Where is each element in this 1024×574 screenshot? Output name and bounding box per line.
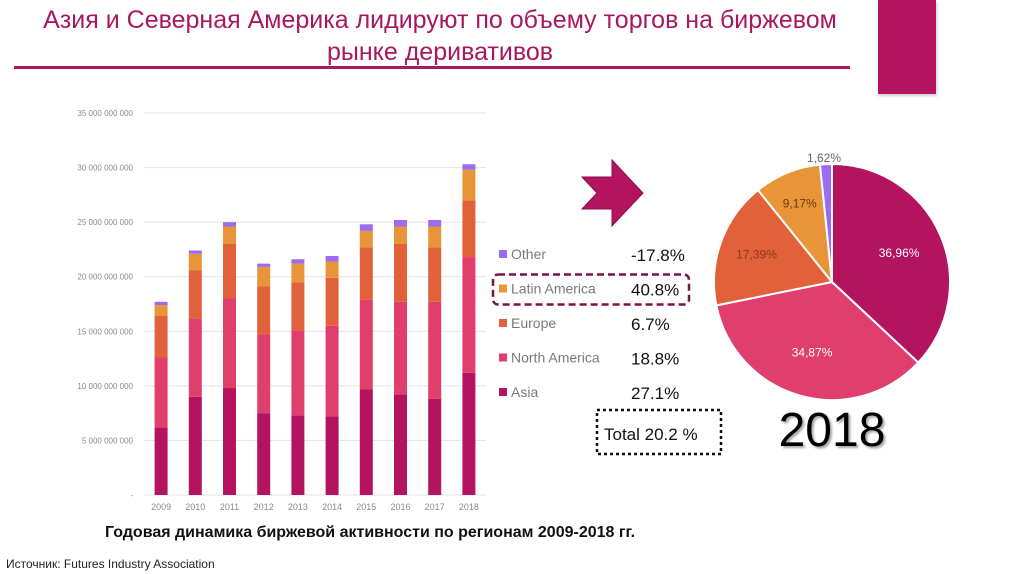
x-tick-label: 2018 — [459, 502, 479, 512]
bar-segment-other-2013 — [291, 259, 304, 263]
bar-segment-asia-2011 — [223, 388, 236, 495]
pie-data-label: 1,62% — [807, 151, 841, 165]
legend-swatch — [499, 319, 507, 327]
y-tick-label: 35 000 000 000 — [77, 109, 133, 118]
stacked-bar-chart: - 5 000 000 000 10 000 000 000 15 000 000 0… — [77, 109, 486, 512]
x-tick-label: 2014 — [322, 502, 342, 512]
bar-segment-europe-2014 — [326, 278, 339, 326]
bar-segment-asia-2018 — [462, 373, 475, 495]
x-tick-label: 2015 — [356, 502, 376, 512]
chart-caption: Годовая динамика биржевой активности по … — [0, 524, 740, 542]
legend: Other -17.8% Latin America 40.8% Europe 6.7% N… — [493, 246, 721, 454]
legend-label: North America — [511, 350, 600, 366]
bar-segment-europe-2016 — [394, 244, 407, 302]
bar-segment-asia-2017 — [428, 399, 441, 495]
total-growth: Total 20.2 % — [604, 425, 698, 444]
bar-segment-latin-america-2018 — [462, 170, 475, 201]
bar-segment-europe-2011 — [223, 244, 236, 299]
growth-percent: -17.8% — [631, 246, 685, 265]
bar-segment-europe-2009 — [155, 316, 168, 357]
bar-segment-other-2015 — [360, 224, 373, 231]
bar-segment-latin-america-2009 — [155, 305, 168, 316]
bar-segment-north-america-2010 — [189, 318, 202, 397]
bar-segment-asia-2014 — [326, 416, 339, 495]
bar-segment-other-2009 — [155, 302, 168, 305]
y-tick-label: 20 000 000 000 — [77, 273, 133, 282]
bar-segment-asia-2013 — [291, 415, 304, 495]
bar-segment-latin-america-2017 — [428, 227, 441, 248]
growth-percent: 27.1% — [631, 384, 679, 403]
legend-label: Other — [511, 246, 546, 262]
x-tick-label: 2016 — [390, 502, 410, 512]
bar-segment-asia-2015 — [360, 389, 373, 495]
bar-segment-north-america-2015 — [360, 300, 373, 389]
bar-segment-other-2014 — [326, 256, 339, 261]
legend-swatch — [499, 285, 507, 293]
legend-swatch — [499, 388, 507, 396]
x-tick-label: 2012 — [254, 502, 274, 512]
x-tick-label: 2017 — [425, 502, 445, 512]
bar-segment-europe-2018 — [462, 200, 475, 257]
y-tick-label: 15 000 000 000 — [77, 327, 133, 336]
bar-segment-europe-2012 — [257, 287, 270, 335]
bar-segment-other-2018 — [462, 164, 475, 169]
chart-canvas: - 5 000 000 000 10 000 000 000 15 000 000 0… — [0, 0, 1024, 574]
bar-segment-latin-america-2016 — [394, 227, 407, 244]
legend-label: Latin America — [511, 281, 596, 297]
bar-segment-asia-2016 — [394, 395, 407, 495]
bar-segment-north-america-2011 — [223, 299, 236, 388]
bar-segment-other-2016 — [394, 220, 407, 227]
bar-segment-latin-america-2011 — [223, 227, 236, 244]
pie-data-label: 36,96% — [879, 246, 920, 260]
bar-segment-north-america-2013 — [291, 330, 304, 415]
bar-segment-latin-america-2013 — [291, 264, 304, 283]
bar-segment-other-2017 — [428, 220, 441, 227]
bar-segment-latin-america-2012 — [257, 267, 270, 287]
pie-year-label: 2018 — [779, 404, 886, 457]
bar-segment-asia-2012 — [257, 413, 270, 495]
bar-segment-north-america-2018 — [462, 257, 475, 373]
x-tick-label: 2011 — [220, 502, 239, 512]
bar-segment-latin-america-2010 — [189, 254, 202, 270]
pie-data-label: 34,87% — [792, 345, 833, 359]
y-tick-label: 25 000 000 000 — [77, 218, 133, 227]
y-tick-label: 10 000 000 000 — [77, 382, 133, 391]
bar-segment-latin-america-2015 — [360, 231, 373, 247]
bar-segment-north-america-2017 — [428, 302, 441, 399]
legend-swatch — [499, 354, 507, 362]
legend-label: Europe — [511, 315, 556, 331]
y-tick-label: 30 000 000 000 — [77, 164, 133, 173]
arrow-right-icon — [582, 160, 643, 226]
y-tick-label: 5 000 000 000 — [82, 436, 134, 445]
legend-swatch — [499, 250, 507, 258]
bar-segment-north-america-2009 — [155, 357, 168, 427]
x-tick-label: 2010 — [185, 502, 205, 512]
bar-segment-other-2010 — [189, 251, 202, 254]
y-tick-label: - — [130, 491, 133, 500]
x-tick-label: 2013 — [288, 502, 308, 512]
bar-segment-europe-2017 — [428, 247, 441, 302]
growth-percent: 40.8% — [631, 281, 679, 300]
bar-segment-asia-2009 — [155, 427, 168, 495]
pie-data-label: 17,39% — [736, 248, 777, 262]
source-note: Источник: Futures Industry Association — [6, 557, 215, 571]
bar-segment-north-america-2014 — [326, 326, 339, 417]
bar-segment-other-2011 — [223, 222, 236, 226]
bar-segment-europe-2015 — [360, 247, 373, 299]
bar-segment-asia-2010 — [189, 397, 202, 495]
bar-segment-north-america-2012 — [257, 335, 270, 414]
growth-percent: 6.7% — [631, 315, 670, 334]
bar-segment-europe-2010 — [189, 270, 202, 318]
pie-data-label: 9,17% — [783, 196, 817, 210]
x-tick-label: 2009 — [151, 502, 171, 512]
bar-segment-latin-america-2014 — [326, 261, 339, 277]
legend-label: Asia — [511, 384, 538, 400]
pie-chart-2018: 36,96% 34,87% 17,39% 9,17% 1,62% — [714, 151, 950, 400]
bar-segment-other-2012 — [257, 264, 270, 267]
bar-segment-north-america-2016 — [394, 302, 407, 395]
growth-percent: 18.8% — [631, 350, 679, 369]
bar-segment-europe-2013 — [291, 282, 304, 330]
